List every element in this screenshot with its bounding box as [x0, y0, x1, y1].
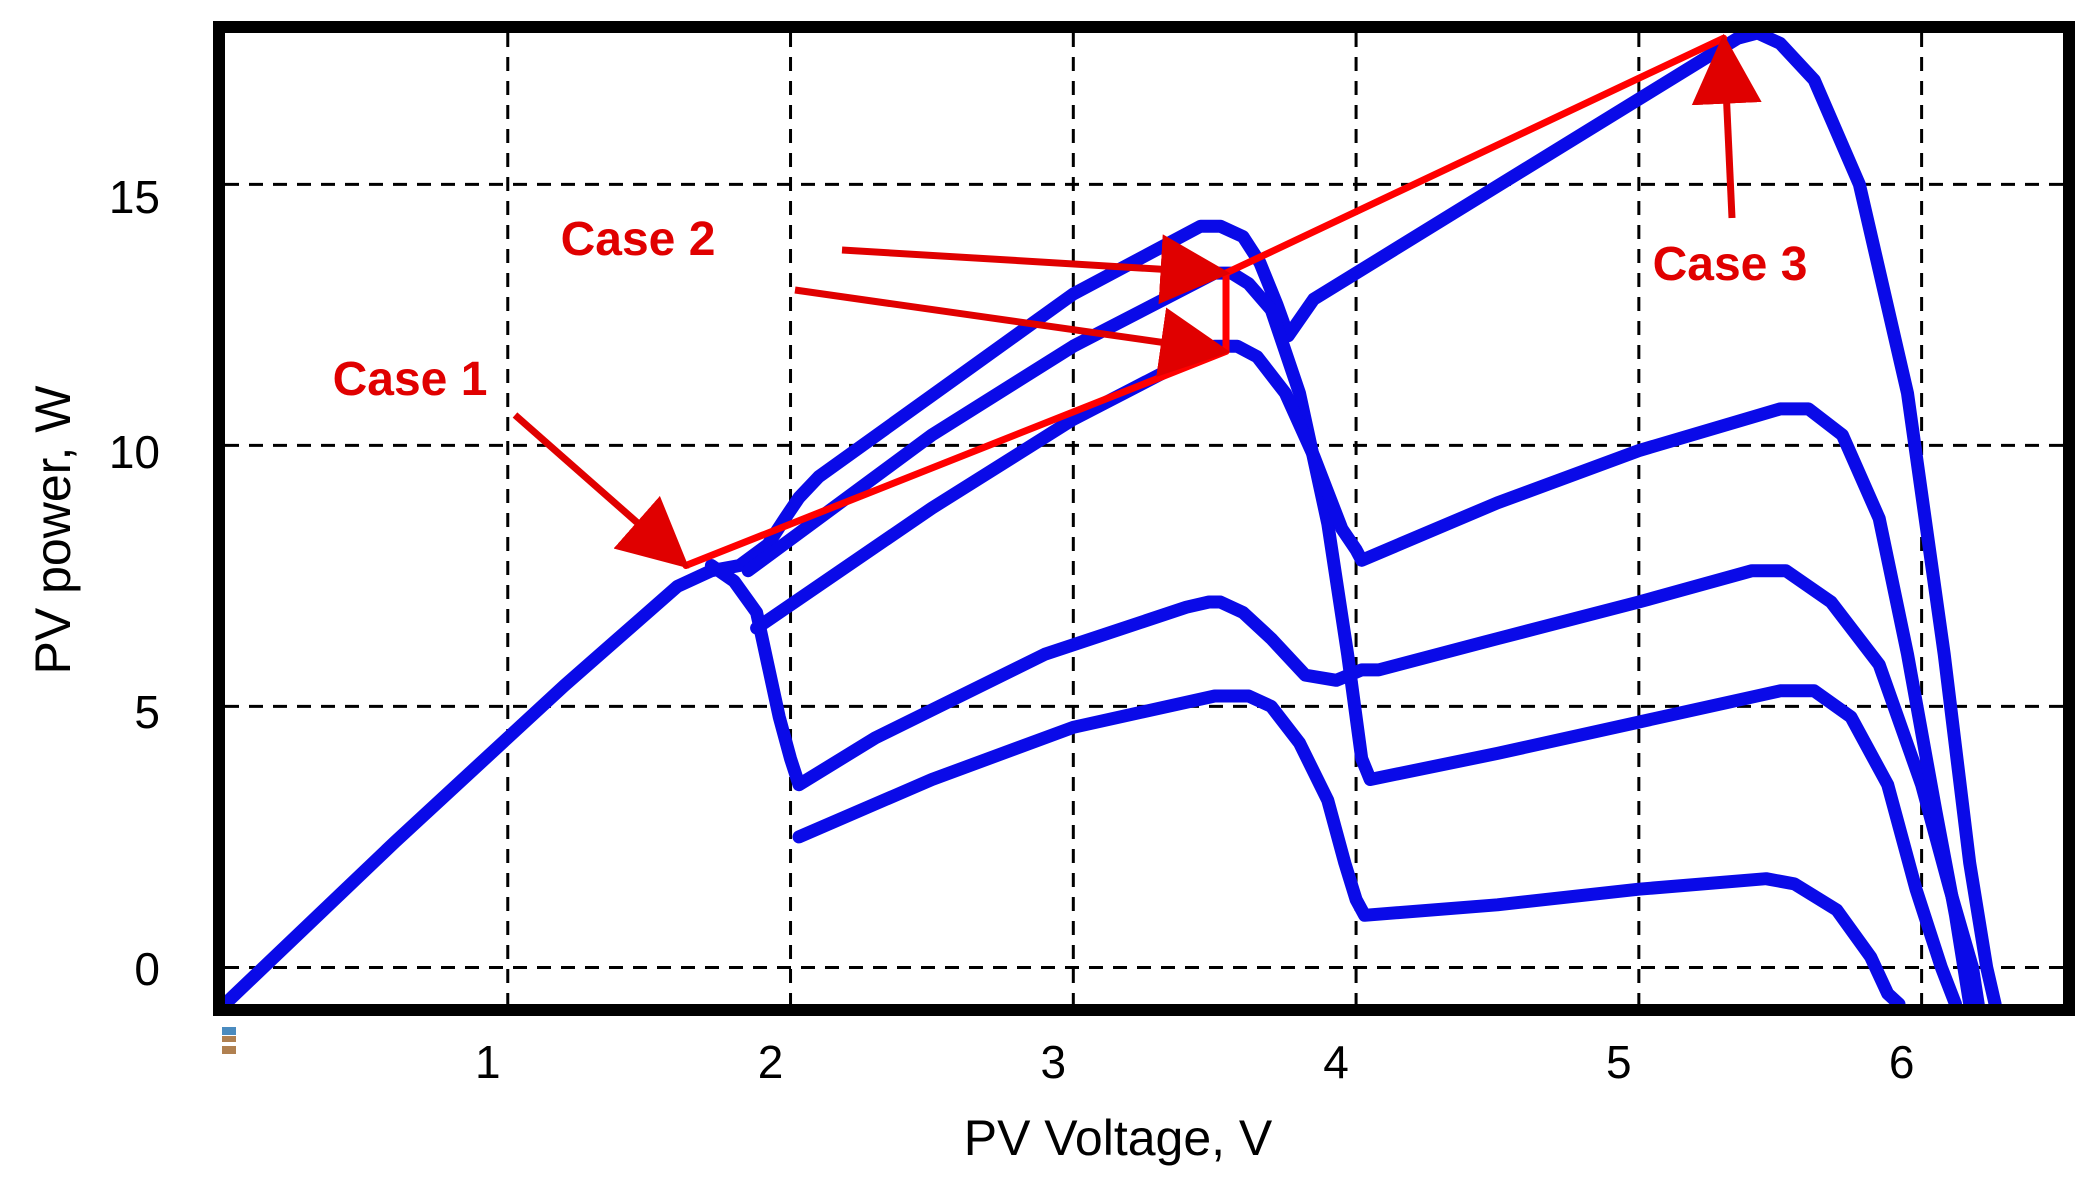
annotation-label-1: Case 1	[333, 353, 488, 406]
x-tick-label: 4	[1323, 1036, 1349, 1088]
x-axis-title: PV Voltage, V	[964, 1110, 1273, 1166]
annotation-arrow-3	[794, 286, 1231, 377]
x-tick-label: 6	[1889, 1036, 1915, 1088]
pv-curve-2	[704, 559, 1985, 1011]
annotation-arrow-1	[512, 412, 690, 569]
y-tick-label: 15	[109, 171, 160, 223]
ticks: 1 2 3 4 5 6 0 5 10 15	[109, 171, 1915, 1088]
y-tick-label: 5	[134, 686, 160, 738]
pv-curve-1	[218, 26, 2002, 1011]
y-tick-label: 0	[134, 943, 160, 995]
plot-frame	[213, 21, 2075, 1016]
annotation-arrow-2	[841, 234, 1231, 305]
pv-curve-3	[792, 689, 1906, 1011]
x-tick-label: 5	[1606, 1036, 1632, 1088]
x-tick-label: 1	[475, 1036, 501, 1088]
annotation-label-2: Case 2	[561, 213, 716, 266]
annotations: Case 1 Case 2 Case 3	[333, 33, 1808, 569]
annotation-label-4: Case 3	[1653, 238, 1808, 291]
y-tick-label: 10	[109, 426, 160, 478]
x-tick-label: 3	[1041, 1036, 1067, 1088]
y-axis-title: PV power, W	[25, 385, 81, 675]
x-tick-label: 2	[758, 1036, 784, 1088]
annotation-arrow-4	[1691, 33, 1762, 219]
corner-marker	[222, 1027, 236, 1054]
